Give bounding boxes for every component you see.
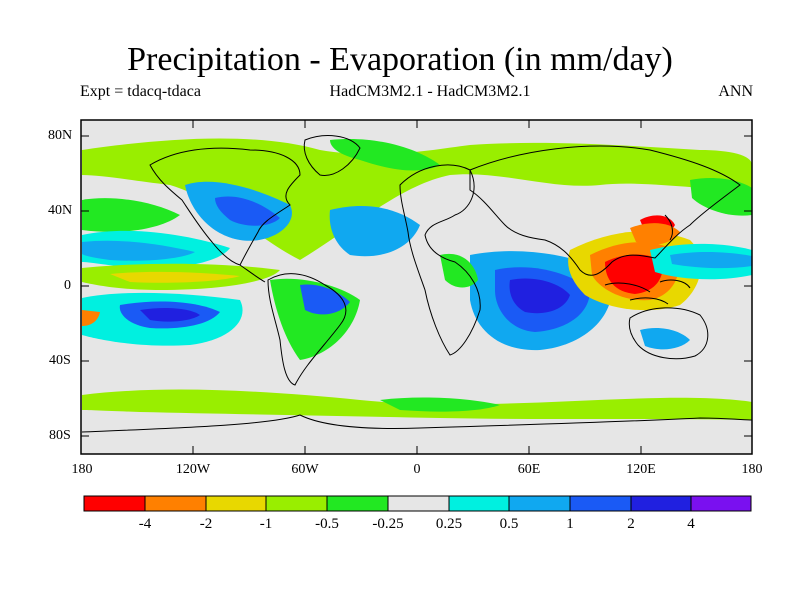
australia-coastline: [628, 307, 709, 360]
anomaly-north-pacific-green: [82, 198, 180, 232]
colorbar: [83, 495, 752, 512]
colorbar-label: -2: [199, 516, 213, 532]
x-tick-label: 0: [413, 462, 421, 477]
europe-africa-coastline: [399, 164, 481, 356]
colorbar-swatch: [387, 495, 450, 512]
y-tick-marks: [81, 135, 752, 437]
experiment-label: Expt = tdacq-tdaca: [80, 83, 201, 100]
south-america-coastline: [267, 273, 347, 386]
anomaly-atlantic-blue-band: [329, 205, 420, 257]
central-america-coastline: [239, 264, 266, 283]
anomaly-maritime-red: [605, 254, 663, 294]
colorbar-swatch: [569, 495, 632, 512]
colorbar-label: 4: [687, 516, 695, 532]
anomaly-west-edge-orange: [82, 310, 100, 326]
colorbar-swatch: [265, 495, 328, 512]
y-tick-label: 0: [64, 278, 71, 293]
y-tick-label: 40N: [48, 203, 73, 218]
anomaly-south-australia-blue: [640, 328, 690, 350]
x-tick-label: 120W: [175, 462, 211, 477]
maritime-islands-coastline: [604, 279, 691, 305]
colorbar-label: -1: [259, 516, 273, 532]
greenland-coastline: [303, 135, 361, 176]
colorbar-swatch: [205, 495, 267, 512]
anomaly-south-pacific-dark-blue: [140, 307, 200, 322]
colorbar-swatch: [508, 495, 571, 512]
antarctica-coastline: [81, 414, 752, 433]
x-tick-label: 60W: [291, 462, 319, 477]
anomaly-arctic-green: [330, 139, 440, 171]
y-tick-label: 80N: [48, 128, 73, 143]
season-label: ANN: [718, 83, 753, 100]
x-tick-marks: [192, 120, 642, 454]
x-tick-label: 120E: [626, 462, 656, 477]
anomaly-west-pacific-blue: [670, 252, 752, 269]
model-comparison-label: HadCM3M2.1 - HadCM3M2.1: [329, 83, 531, 100]
colorbar-swatch: [690, 495, 752, 512]
north-america-coastline: [149, 147, 301, 266]
asia-coastline: [469, 145, 741, 276]
x-tick-label: 60E: [517, 462, 541, 477]
x-tick-label: 180: [71, 462, 93, 477]
colorbar-label: 0.25: [435, 516, 463, 532]
colorbar-swatch: [144, 495, 207, 512]
colorbar-label: 1: [566, 516, 574, 532]
map-title: Precipitation - Evaporation (in mm/day): [127, 41, 673, 78]
anomaly-south-america-blue: [300, 284, 350, 315]
precip-field: [81, 120, 752, 454]
anomaly-north-atlantic-green: [82, 138, 752, 260]
colorbar-label: 0.5: [499, 516, 519, 532]
y-tick-label: 40S: [49, 353, 71, 368]
anomaly-indian-ocean-dark-blue: [509, 278, 570, 314]
colorbar-swatch: [448, 495, 510, 512]
anomaly-southern-ocean-bright-green: [380, 397, 500, 412]
anomaly-north-america-blue: [215, 196, 280, 226]
japan-coastline: [664, 214, 673, 241]
anomaly-equatorial-pacific-yellow: [110, 271, 240, 283]
coastlines: [81, 135, 752, 433]
colorbar-swatch: [630, 495, 692, 512]
colorbar-label: -0.25: [372, 516, 404, 532]
anomaly-africa-green: [440, 253, 478, 288]
colorbar-label: 2: [627, 516, 635, 532]
y-tick-label: 80S: [49, 428, 71, 443]
anomaly-japan-orange: [630, 223, 680, 245]
colorbar-swatch: [83, 495, 146, 512]
colorbar-label: -0.5: [315, 516, 339, 532]
colorbar-label: -4: [138, 516, 152, 532]
colorbar-swatch: [326, 495, 389, 512]
anomaly-pacific-blue-band: [82, 240, 195, 261]
x-tick-label: 180: [741, 462, 763, 477]
